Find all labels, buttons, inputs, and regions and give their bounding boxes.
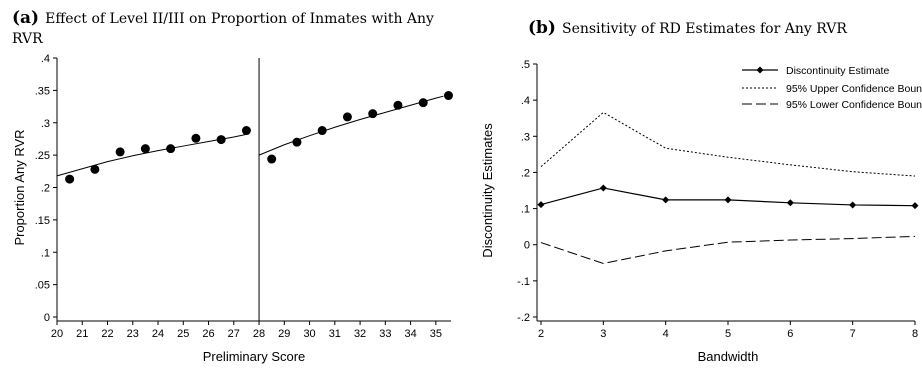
y-tick-label: .3 xyxy=(521,131,530,143)
data-point xyxy=(90,164,100,174)
legend-label-1: 95% Upper Confidence Bound xyxy=(786,83,922,95)
x-tick-label: 7 xyxy=(850,328,856,340)
x-tick-label: 29 xyxy=(278,328,290,340)
fit-line-right xyxy=(258,95,444,156)
y-tick-label: .05 xyxy=(35,280,50,292)
series-marker xyxy=(911,202,919,210)
data-point xyxy=(368,109,378,119)
y-tick-label: .25 xyxy=(35,150,50,162)
x-tick-label: 5 xyxy=(725,328,731,340)
series-marker xyxy=(662,196,670,204)
y-tick-label: .3 xyxy=(41,118,50,130)
y-tick-label: .4 xyxy=(521,95,530,107)
x-tick-label: 20 xyxy=(51,328,63,340)
data-point xyxy=(115,147,125,157)
y-tick-label: .1 xyxy=(521,204,530,216)
x-tick-label: 6 xyxy=(787,328,793,340)
series-marker xyxy=(786,199,794,207)
x-axis-label: Bandwidth xyxy=(698,349,759,364)
x-tick-label: 22 xyxy=(101,328,113,340)
x-tick-label: 2 xyxy=(538,328,544,340)
series-line-1 xyxy=(540,111,916,177)
data-point xyxy=(65,174,75,184)
y-tick-label: .35 xyxy=(35,85,50,97)
data-point xyxy=(317,126,327,136)
data-point xyxy=(267,154,277,164)
data-point xyxy=(166,144,176,154)
data-point xyxy=(292,137,302,147)
legend-label-0: Discontinuity Estimate xyxy=(786,65,889,77)
data-point xyxy=(393,100,403,110)
panel-a-title-text: Effect of Level II/III on Proportion of … xyxy=(12,11,434,47)
y-tick-label: .1 xyxy=(41,247,50,259)
x-tick-label: 24 xyxy=(152,328,164,340)
x-tick-label: 3 xyxy=(600,328,606,340)
panel-b-title-text: Sensitivity of RD Estimates for Any RVR xyxy=(561,21,847,37)
y-tick-label: .2 xyxy=(41,183,50,195)
y-tick-label: .2 xyxy=(521,167,530,179)
x-tick-label: 4 xyxy=(663,328,669,340)
x-tick-label: 31 xyxy=(329,328,341,340)
chart-b: -.2 -.1 0 .1 .2 .3 .4 .5 2 3 4 5 6 7 8 Discontinuity Es… xyxy=(480,59,922,364)
data-point xyxy=(216,135,226,145)
data-point xyxy=(241,126,251,136)
y-axis-label: Proportion Any RVR xyxy=(12,129,27,245)
x-tick-label: 32 xyxy=(354,328,366,340)
x-tick-label: 34 xyxy=(404,328,416,340)
legend-label-2: 95% Lower Confidence Bound xyxy=(786,99,922,111)
y-tick-label: .5 xyxy=(521,59,530,71)
panel-a-title: (a) Effect of Level II/III on Proportion … xyxy=(12,8,442,47)
data-point xyxy=(140,144,150,154)
series-marker xyxy=(599,184,607,192)
x-tick-label: 35 xyxy=(430,328,442,340)
legend-marker xyxy=(756,66,764,74)
data-point xyxy=(191,133,201,143)
y-tick-label: -.2 xyxy=(517,312,530,324)
data-point xyxy=(443,91,453,101)
series-line-2 xyxy=(540,235,916,265)
x-tick-label: 27 xyxy=(228,328,240,340)
x-tick-label: 28 xyxy=(253,328,265,340)
series-marker xyxy=(537,201,545,209)
chart-a: 0 .05 .1 .15 .2 .25 .3 .35 .4 20 21 22 23 24 25 26 27 28 2… xyxy=(12,53,453,364)
x-tick-label: 8 xyxy=(912,328,918,340)
data-point xyxy=(342,112,352,122)
data-point xyxy=(418,98,428,108)
series-marker xyxy=(724,196,732,204)
x-tick-label: 25 xyxy=(177,328,189,340)
x-axis-label: Preliminary Score xyxy=(203,349,306,364)
y-tick-label: -.1 xyxy=(517,276,530,288)
x-tick-label: 33 xyxy=(379,328,391,340)
x-tick-label: 30 xyxy=(303,328,315,340)
y-tick-label: 0 xyxy=(44,312,50,324)
y-tick-label: .4 xyxy=(41,53,50,65)
panel-a-tag: (a) xyxy=(12,8,40,28)
y-tick-label: .15 xyxy=(35,215,50,227)
series-marker xyxy=(849,201,857,209)
panel-b-title: (b) Sensitivity of RD Estimates for Any R… xyxy=(528,18,918,38)
y-tick-label: 0 xyxy=(524,240,530,252)
y-axis-label: Discontinuity Estimates xyxy=(480,123,495,258)
panel-b-tag: (b) xyxy=(528,18,556,38)
x-tick-label: 21 xyxy=(76,328,88,340)
x-tick-label: 26 xyxy=(202,328,214,340)
x-tick-label: 23 xyxy=(127,328,139,340)
